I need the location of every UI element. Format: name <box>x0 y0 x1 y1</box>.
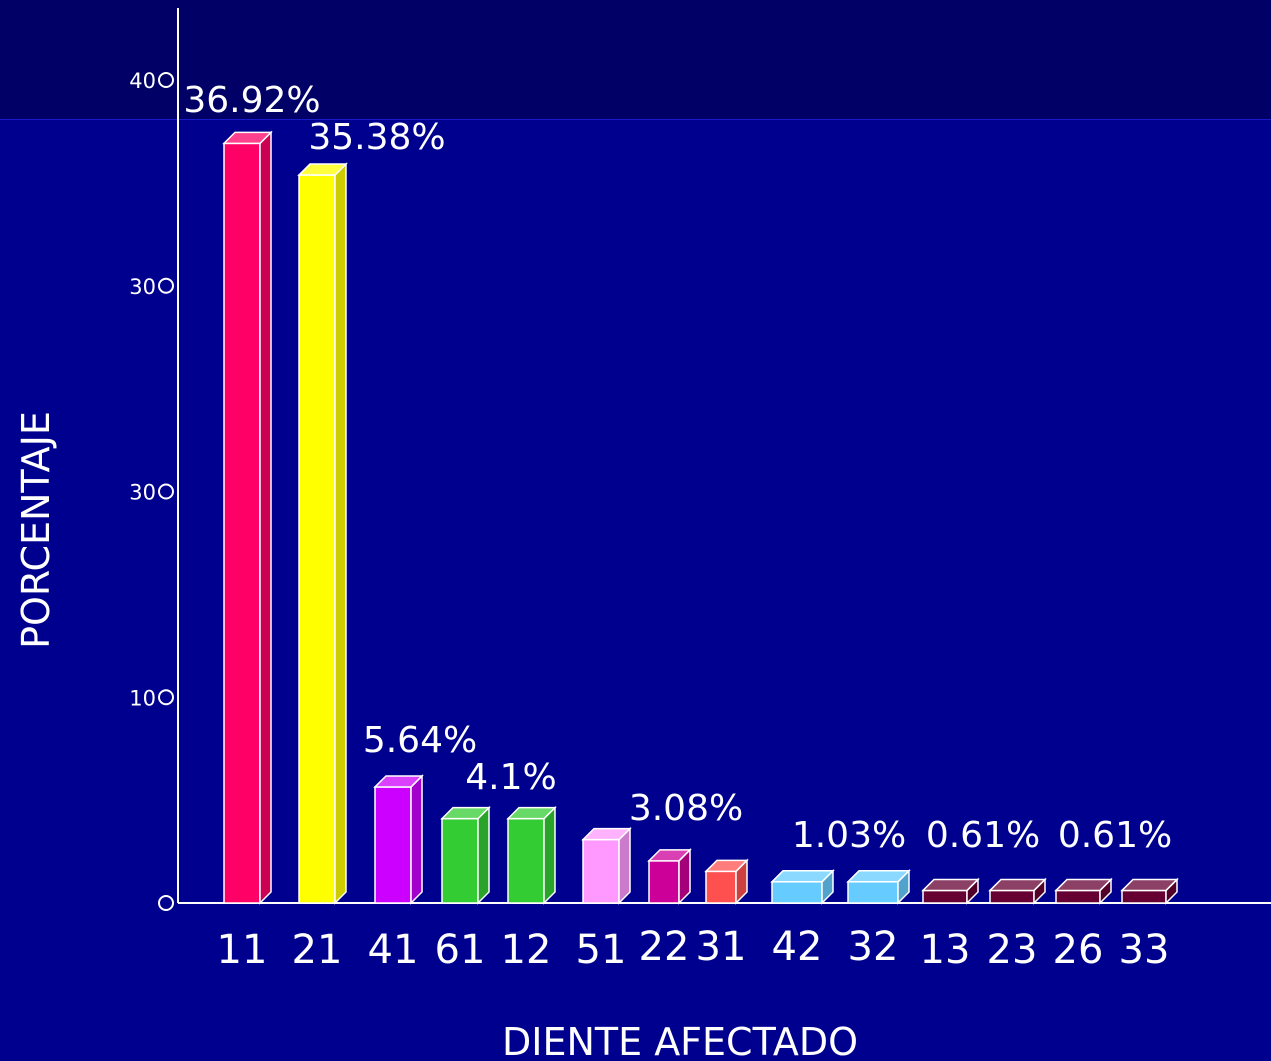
bar <box>704 858 749 905</box>
data-label: 36.92% <box>183 80 320 121</box>
data-label: 3.08% <box>629 788 743 829</box>
y-tick-marker <box>158 72 174 88</box>
x-tick-label: 11 <box>217 927 268 973</box>
bar <box>988 877 1047 905</box>
y-tick-marker <box>158 277 174 294</box>
bar-top <box>1054 878 1113 892</box>
y-tick-label: 30 <box>129 481 156 505</box>
bar-front <box>771 881 823 904</box>
bar-top <box>297 163 348 176</box>
bar <box>1120 877 1179 905</box>
bar <box>506 805 557 905</box>
bar-top <box>647 849 692 862</box>
bar <box>373 774 424 905</box>
bar-front <box>989 889 1035 904</box>
y-axis-title: PORCENTAJE <box>14 411 58 649</box>
x-tick-label: 23 <box>987 927 1038 973</box>
bar-front <box>705 870 737 904</box>
bar-front <box>847 881 899 904</box>
bar-top <box>581 827 632 841</box>
bar-top <box>373 775 424 788</box>
y-tick-marker <box>158 689 174 706</box>
bar-side <box>259 130 272 905</box>
bar-top <box>1120 878 1179 892</box>
x-tick-label: 51 <box>576 927 627 973</box>
x-axis-title: DIENTE AFECTADO <box>502 1020 858 1061</box>
data-label: 4.1% <box>465 757 556 798</box>
x-tick-label: 26 <box>1053 927 1104 973</box>
x-tick-label: 12 <box>501 927 552 973</box>
bar <box>770 868 835 905</box>
y-tick-label: 40 <box>129 69 156 93</box>
bar-front <box>441 817 479 904</box>
bar-front <box>507 817 545 904</box>
bar-front <box>1121 889 1167 904</box>
bar-top <box>921 878 980 892</box>
bar <box>1054 877 1113 905</box>
x-tick-label: 41 <box>368 927 419 973</box>
x-tick-label: 31 <box>696 924 747 970</box>
top-band <box>0 0 1271 120</box>
bar-front <box>298 174 336 904</box>
x-tick-label: 42 <box>772 924 823 970</box>
bar-side <box>618 826 631 905</box>
data-label: 1.03% <box>792 815 906 856</box>
bar-front <box>374 786 412 904</box>
bar-front <box>223 142 261 904</box>
data-label: 35.38% <box>308 117 445 158</box>
y-tick-marker <box>158 483 174 500</box>
data-label: 0.61% <box>926 815 1040 856</box>
data-label: 5.64% <box>363 720 477 761</box>
bar <box>921 877 980 905</box>
x-tick-label: 33 <box>1119 927 1170 973</box>
bar-top <box>770 870 835 883</box>
data-label: 0.61% <box>1058 815 1172 856</box>
bar-front <box>582 838 620 904</box>
bar <box>297 162 348 905</box>
bar-side <box>477 805 490 905</box>
bar <box>846 868 911 905</box>
x-tick-label: 21 <box>292 927 343 973</box>
bar-top <box>506 806 557 820</box>
bar-front <box>648 860 680 904</box>
bar <box>647 848 692 905</box>
bar-front <box>1055 889 1101 904</box>
y-tick-label: 10 <box>129 686 156 710</box>
y-tick-marker <box>158 895 174 911</box>
bar-top <box>222 131 273 145</box>
bar-side <box>410 774 423 905</box>
x-tick-label: 61 <box>435 927 486 973</box>
bar-top <box>440 806 491 820</box>
bar <box>222 130 273 905</box>
x-tick-label: 32 <box>848 924 899 970</box>
y-tick-label: 30 <box>129 275 156 299</box>
x-tick-label: 22 <box>639 924 690 970</box>
bar-front <box>922 889 968 904</box>
bar-top <box>988 878 1047 892</box>
bar-side <box>543 805 556 905</box>
bar <box>440 805 491 905</box>
x-tick-label: 13 <box>920 927 971 973</box>
bars-group <box>222 130 1179 905</box>
bar-side <box>334 162 347 905</box>
bar-top <box>846 870 911 883</box>
bar <box>581 826 632 905</box>
bar-top <box>704 859 749 873</box>
